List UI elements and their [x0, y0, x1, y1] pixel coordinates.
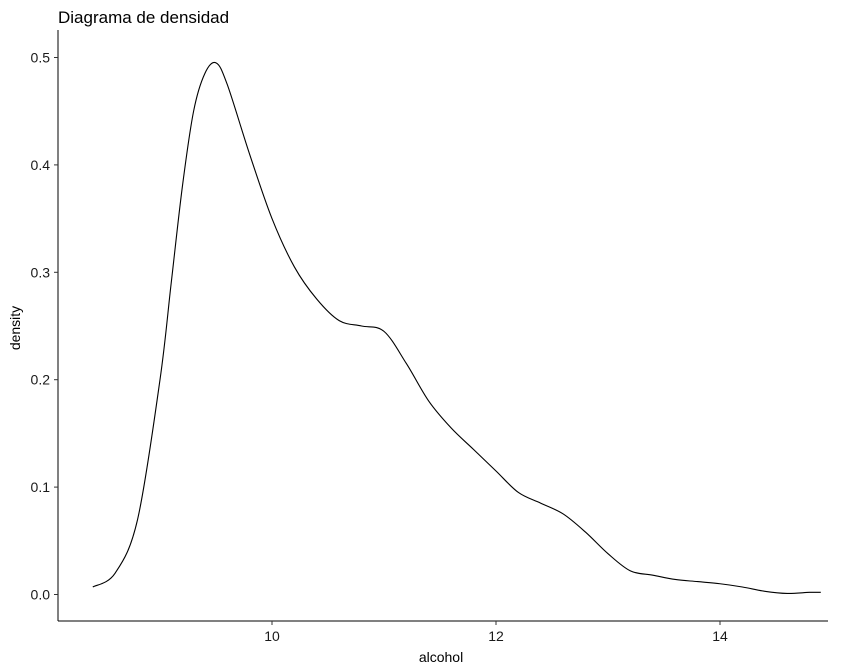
density-curve [92, 61, 821, 594]
y-tick-label: 0.2 [31, 372, 51, 388]
chart-title: Diagrama de densidad [58, 8, 229, 27]
x-tick-label: 14 [712, 628, 728, 644]
y-axis-label: density [7, 306, 23, 350]
x-axis-label: alcohol [419, 649, 463, 665]
plot-area [92, 61, 821, 594]
y-tick-label: 0.0 [31, 587, 51, 603]
y-tick-label: 0.4 [31, 157, 51, 173]
y-tick-label: 0.1 [31, 479, 51, 495]
x-tick-label: 12 [488, 628, 504, 644]
y-tick-label: 0.5 [31, 50, 51, 66]
x-axis: 10 12 14 [58, 620, 828, 644]
y-axis: 0.0 0.1 0.2 0.3 0.4 0.5 [31, 30, 59, 621]
y-tick-label: 0.3 [31, 264, 51, 280]
x-tick-label: 10 [264, 628, 280, 644]
